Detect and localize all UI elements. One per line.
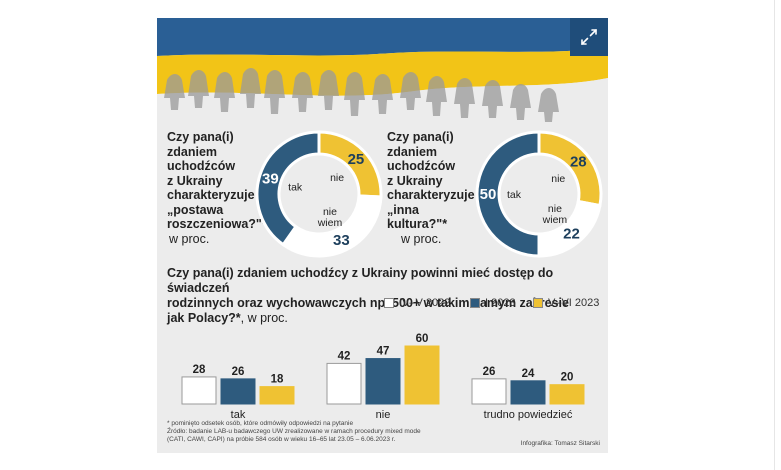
donut1-value-label: 25	[348, 151, 365, 168]
donut2-question-line: Czy pana(i)	[387, 130, 454, 144]
legend-item-2022: IV–V 2022	[384, 297, 450, 309]
bar-category-label: nie	[376, 409, 391, 421]
bar-chart: 28 26 18 tak 42 47 60 nie 26 24 20 trudno powiedzie…	[181, 333, 585, 421]
legend-item-2023-i: I 2023	[470, 297, 516, 309]
donut2-category-label: wiem	[542, 214, 568, 226]
bar-category-label: trudno powiedzieć	[484, 409, 573, 421]
bar-nie-0	[326, 362, 362, 405]
bar-question-line: rodzinnych oraz wychowawczych np. 500+ w…	[167, 296, 569, 310]
donut2-question: Czy pana(i) zdaniem uchodźców z Ukrainy …	[387, 130, 475, 246]
bar-value-label: 28	[193, 364, 206, 376]
bar-question-line: Czy pana(i) zdaniem uchodźcy z Ukrainy p…	[167, 266, 554, 295]
bar-unit: , w proc.	[240, 311, 288, 325]
donut1-question-line: charakteryzuje	[167, 188, 255, 202]
bar-tak-1	[220, 378, 256, 405]
donut2-category-label: nie	[551, 173, 565, 185]
legend-label: IV–V 2022	[399, 297, 451, 309]
donut2-value-label: 50	[480, 186, 497, 203]
footer-notes: * pominięto odsetek osób, które odmówiły…	[167, 420, 421, 444]
donut2-question-line: charakteryzuje	[387, 188, 475, 202]
donut2-category-label: tak	[507, 189, 522, 201]
legend-swatch	[384, 298, 394, 308]
source-line: (CATI, CAWI, CAPI) na próbie 584 osób w …	[167, 436, 396, 443]
bar-nie-2	[404, 345, 440, 405]
bar-value-label: 18	[271, 374, 284, 386]
donut1-question-line: „postawa	[167, 202, 224, 217]
donut2-question-line: „inna	[387, 202, 419, 217]
bar-tak-0	[181, 376, 217, 405]
donut2-question-line: kultura?"*	[387, 217, 448, 231]
donut1-category-label: tak	[288, 181, 303, 193]
bar-value-label: 26	[483, 366, 496, 378]
donut1-category-label: wiem	[317, 217, 343, 229]
bar-trudno-powiedzieć-2	[549, 384, 585, 405]
donut2-question-line: uchodźców	[387, 159, 456, 173]
donut1-question-line: Czy pana(i)	[167, 130, 234, 144]
donut2-unit: w proc.	[401, 231, 442, 246]
legend-label: V–VI 2023	[548, 297, 600, 309]
legend-swatch	[533, 298, 543, 308]
donut1-category-label: nie	[330, 172, 344, 184]
donut2-slice-tak	[475, 130, 541, 258]
bar-trudno-powiedzieć-1	[510, 380, 546, 405]
bar-question: Czy pana(i) zdaniem uchodźcy z Ukrainy p…	[167, 266, 597, 326]
bar-value-label: 60	[416, 333, 429, 345]
donut1-question-line: z Ukrainy	[167, 173, 223, 188]
infographic: Czy pana(i) zdaniem uchodźców z Ukrainy …	[157, 18, 608, 453]
expand-arrows-icon	[581, 29, 597, 45]
source-line: Źródło: badanie LAB-u badawczego UW zrea…	[167, 428, 421, 435]
bar-question-line: jak Polacy?*	[167, 311, 241, 325]
donut1-unit: w proc.	[169, 231, 210, 246]
bar-trudno-powiedzieć-0	[471, 378, 507, 405]
bar-value-label: 47	[377, 346, 390, 358]
donut1-question-line: uchodźców	[167, 159, 236, 173]
donut1-category-label: nie	[323, 206, 337, 218]
bar-value-label: 42	[338, 350, 351, 362]
bar-nie-1	[365, 358, 401, 405]
donut1-question-line: roszczeniowa?"*	[167, 217, 267, 231]
donut2-value-label: 22	[563, 225, 580, 242]
bar-tak-2	[259, 386, 295, 405]
donut2-question-line: zdaniem	[387, 144, 438, 159]
bar-value-label: 20	[561, 372, 574, 384]
donut1-question: Czy pana(i) zdaniem uchodźców z Ukrainy …	[167, 130, 267, 246]
bar-category-label: tak	[231, 409, 246, 421]
donut2-value-label: 28	[570, 153, 587, 170]
expand-button[interactable]	[570, 18, 608, 56]
footnote: * pominięto odsetek osób, które odmówiły…	[167, 420, 354, 427]
donut1-slice-tak	[255, 130, 321, 247]
infographic-credit: Infografika: Tomasz Sitarski	[520, 440, 600, 447]
donut2-question-line: z Ukrainy	[387, 173, 443, 188]
legend-swatch	[470, 298, 480, 308]
bar-value-label: 26	[232, 366, 245, 378]
bar-value-label: 24	[522, 368, 535, 380]
legend-label: I 2023	[485, 297, 516, 309]
donut1-value-label: 39	[262, 171, 279, 188]
donut2-category-label: nie	[548, 203, 562, 215]
legend-item-2023-vvi: V–VI 2023	[533, 297, 599, 309]
page-edge-line	[774, 0, 775, 470]
flag-banner	[157, 18, 608, 133]
donut1-question-line: zdaniem	[167, 144, 218, 159]
donut1-value-label: 33	[333, 232, 350, 249]
